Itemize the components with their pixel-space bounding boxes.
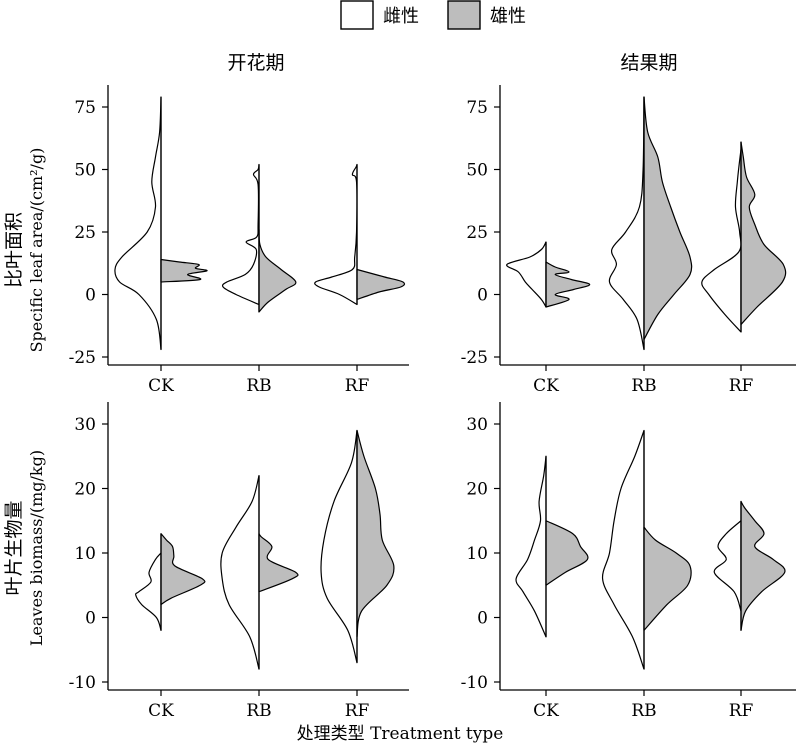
violin-male-rb xyxy=(643,96,693,341)
x-tick-label: RF xyxy=(729,376,754,396)
violin-female-ck xyxy=(506,241,547,308)
y-tick-label: -10 xyxy=(461,673,488,693)
violin-female-rf xyxy=(701,148,742,333)
legend-swatch-male xyxy=(447,0,481,30)
violin-female-rb xyxy=(220,475,260,670)
violin-female-rb xyxy=(601,429,645,670)
x-tick-label: RF xyxy=(345,376,370,396)
y-label-top: 比叶面积 Specific leaf area/(cm²/g) xyxy=(3,148,46,353)
y-label-bottom: 叶片生物量 Leaves biomass/(mg/kg) xyxy=(3,450,46,646)
column-title-fruiting: 结果期 xyxy=(620,52,677,74)
violin-female-rf xyxy=(314,163,358,306)
y-tick-label: 25 xyxy=(74,223,96,243)
violin-female-ck xyxy=(114,96,162,351)
y-tick-label: 20 xyxy=(466,480,488,500)
violin-male-rf xyxy=(356,268,406,301)
y-tick-label: 0 xyxy=(85,286,96,306)
x-axis-label: 处理类型 Treatment type xyxy=(297,724,504,744)
y-tick-label: 25 xyxy=(466,223,488,243)
violin-male-rb xyxy=(258,228,297,313)
violin-male-rf xyxy=(356,429,395,638)
panel-bottom-left: -10 0 10 20 30 CK RB RF xyxy=(69,402,409,721)
violin-female-ck xyxy=(515,455,547,638)
violin-female-ck xyxy=(135,552,162,631)
legend-label-female: 雌性 xyxy=(383,6,419,27)
violin-female-rf xyxy=(713,520,742,612)
x-tick-label: RB xyxy=(631,701,656,721)
violin-male-ck xyxy=(545,261,591,308)
panel-top-right: -25 0 25 50 75 CK RB RF xyxy=(461,85,796,396)
x-tick-label: RB xyxy=(631,376,656,396)
column-title-flowering: 开花期 xyxy=(227,52,284,74)
y-label-top-en: Specific leaf area/(cm²/g) xyxy=(27,148,46,353)
y-tick-label: 10 xyxy=(74,544,96,564)
violin-female-rb xyxy=(221,163,260,306)
x-tick-label: CK xyxy=(148,376,174,396)
y-tick-label: 0 xyxy=(477,286,488,306)
y-label-bottom-cn: 叶片生物量 xyxy=(3,500,25,595)
x-tick-label: CK xyxy=(533,376,559,396)
violin-male-rf xyxy=(740,500,786,631)
y-tick-label: 20 xyxy=(74,480,96,500)
x-tick-label: CK xyxy=(148,701,174,721)
legend-swatch-female xyxy=(340,0,374,30)
x-tick-label: RB xyxy=(246,701,271,721)
panel-bottom-right: -10 0 10 20 30 CK RB RF xyxy=(461,402,796,721)
panel-top-left: -25 0 25 50 75 CK RB RF xyxy=(69,85,409,396)
y-tick-label: -25 xyxy=(69,348,96,368)
y-tick-label: 30 xyxy=(466,415,488,435)
panels: -25 0 25 50 75 CK RB RF -25 0 25 50 75 CK RB RF -10 0 10 20… xyxy=(69,85,796,721)
y-tick-label: -25 xyxy=(461,348,488,368)
violin-female-rb xyxy=(608,96,645,351)
legend: 雌性 雄性 xyxy=(340,0,526,30)
x-tick-label: RF xyxy=(729,701,754,721)
legend-label-male: 雄性 xyxy=(490,6,526,27)
y-tick-label: 75 xyxy=(466,98,488,118)
violin-male-rf xyxy=(740,141,787,326)
x-tick-label: CK xyxy=(533,701,559,721)
y-tick-label: 75 xyxy=(74,98,96,118)
violin-male-rb xyxy=(643,526,692,631)
y-tick-label: 50 xyxy=(466,161,488,181)
y-label-top-cn: 比叶面积 xyxy=(3,212,25,288)
y-tick-label: 0 xyxy=(477,609,488,629)
y-label-bottom-en: Leaves biomass/(mg/kg) xyxy=(27,450,46,646)
violin-male-ck xyxy=(160,533,206,606)
y-tick-label: -10 xyxy=(69,673,96,693)
y-tick-label: 50 xyxy=(74,161,96,181)
y-tick-label: 30 xyxy=(74,415,96,435)
x-tick-label: RF xyxy=(345,701,370,721)
violin-male-ck xyxy=(160,258,208,283)
x-tick-label: RB xyxy=(246,376,271,396)
violin-male-rb xyxy=(258,533,299,593)
violin-male-ck xyxy=(545,520,589,586)
y-tick-label: 0 xyxy=(85,609,96,629)
y-tick-label: 10 xyxy=(466,544,488,564)
violin-female-rf xyxy=(320,429,358,664)
